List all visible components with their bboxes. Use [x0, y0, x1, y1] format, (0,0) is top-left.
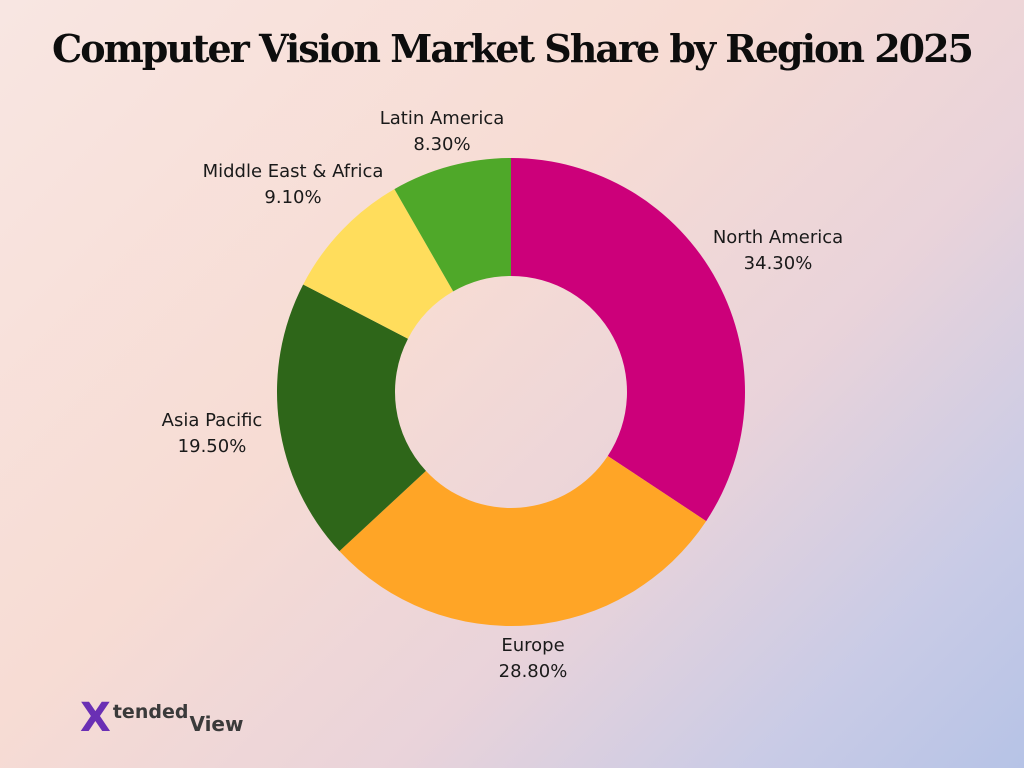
- slice-asia-pacific: [276, 284, 426, 552]
- logo-text-top: tended: [112, 701, 189, 723]
- slice-label: Asia Pacific: [162, 410, 263, 431]
- slice-north-america: [511, 158, 746, 522]
- logo-x-icon: X: [80, 695, 111, 741]
- slice-label: Europe: [501, 635, 564, 656]
- xtendedview-logo: X tended View: [80, 695, 244, 741]
- slice-value-label: 19.50%: [178, 436, 247, 457]
- slice-label: Middle East & Africa: [203, 161, 384, 182]
- slice-value-label: 34.30%: [744, 253, 813, 274]
- slice-europe: [339, 455, 707, 627]
- slice-value-label: 9.10%: [264, 187, 321, 208]
- slice-value-label: 8.30%: [413, 134, 470, 155]
- slice-value-label: 28.80%: [499, 661, 568, 682]
- slice-label: North America: [713, 227, 843, 248]
- slice-middle-east-africa: [303, 189, 454, 339]
- slice-label: Latin America: [380, 108, 505, 129]
- slice-latin-america: [394, 158, 511, 292]
- chart-title: Computer Vision Market Share by Region 2…: [52, 26, 974, 71]
- logo-text-bottom: View: [189, 712, 244, 736]
